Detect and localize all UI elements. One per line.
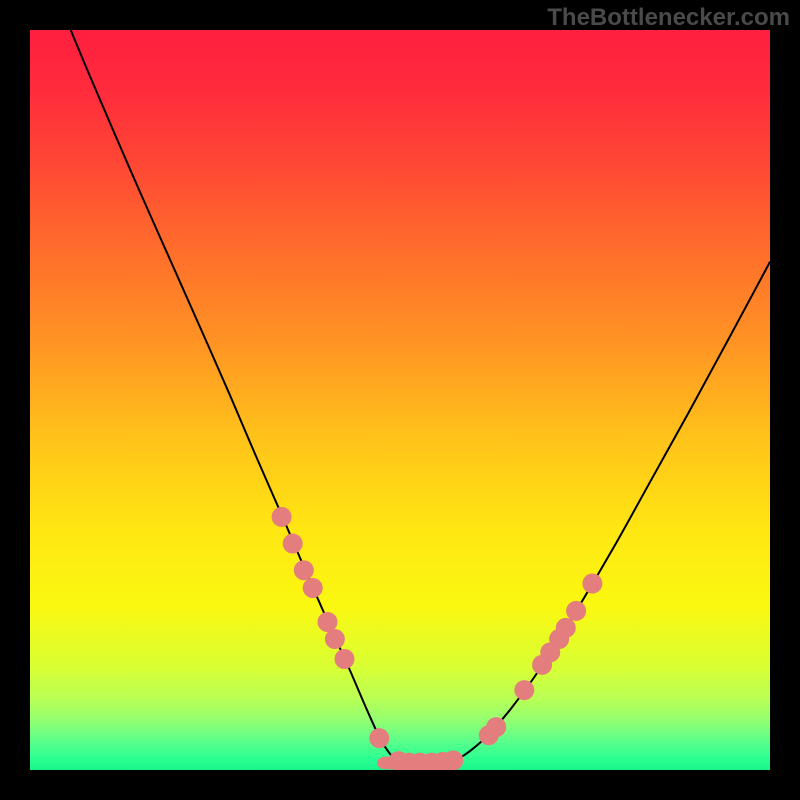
data-marker	[556, 618, 576, 638]
data-marker	[566, 601, 586, 621]
data-marker	[582, 574, 602, 594]
data-marker	[486, 717, 506, 737]
data-marker	[369, 728, 389, 748]
data-marker	[272, 507, 292, 527]
plot-area	[30, 30, 770, 770]
watermark-text: TheBottlenecker.com	[547, 4, 790, 32]
data-marker	[335, 649, 355, 669]
chart-background	[30, 30, 770, 770]
chart-svg	[30, 30, 770, 770]
data-marker	[283, 534, 303, 554]
data-marker	[294, 560, 314, 580]
data-marker	[443, 750, 463, 770]
data-marker	[514, 680, 534, 700]
data-marker	[317, 612, 337, 632]
data-marker	[303, 578, 323, 598]
data-marker	[325, 629, 345, 649]
